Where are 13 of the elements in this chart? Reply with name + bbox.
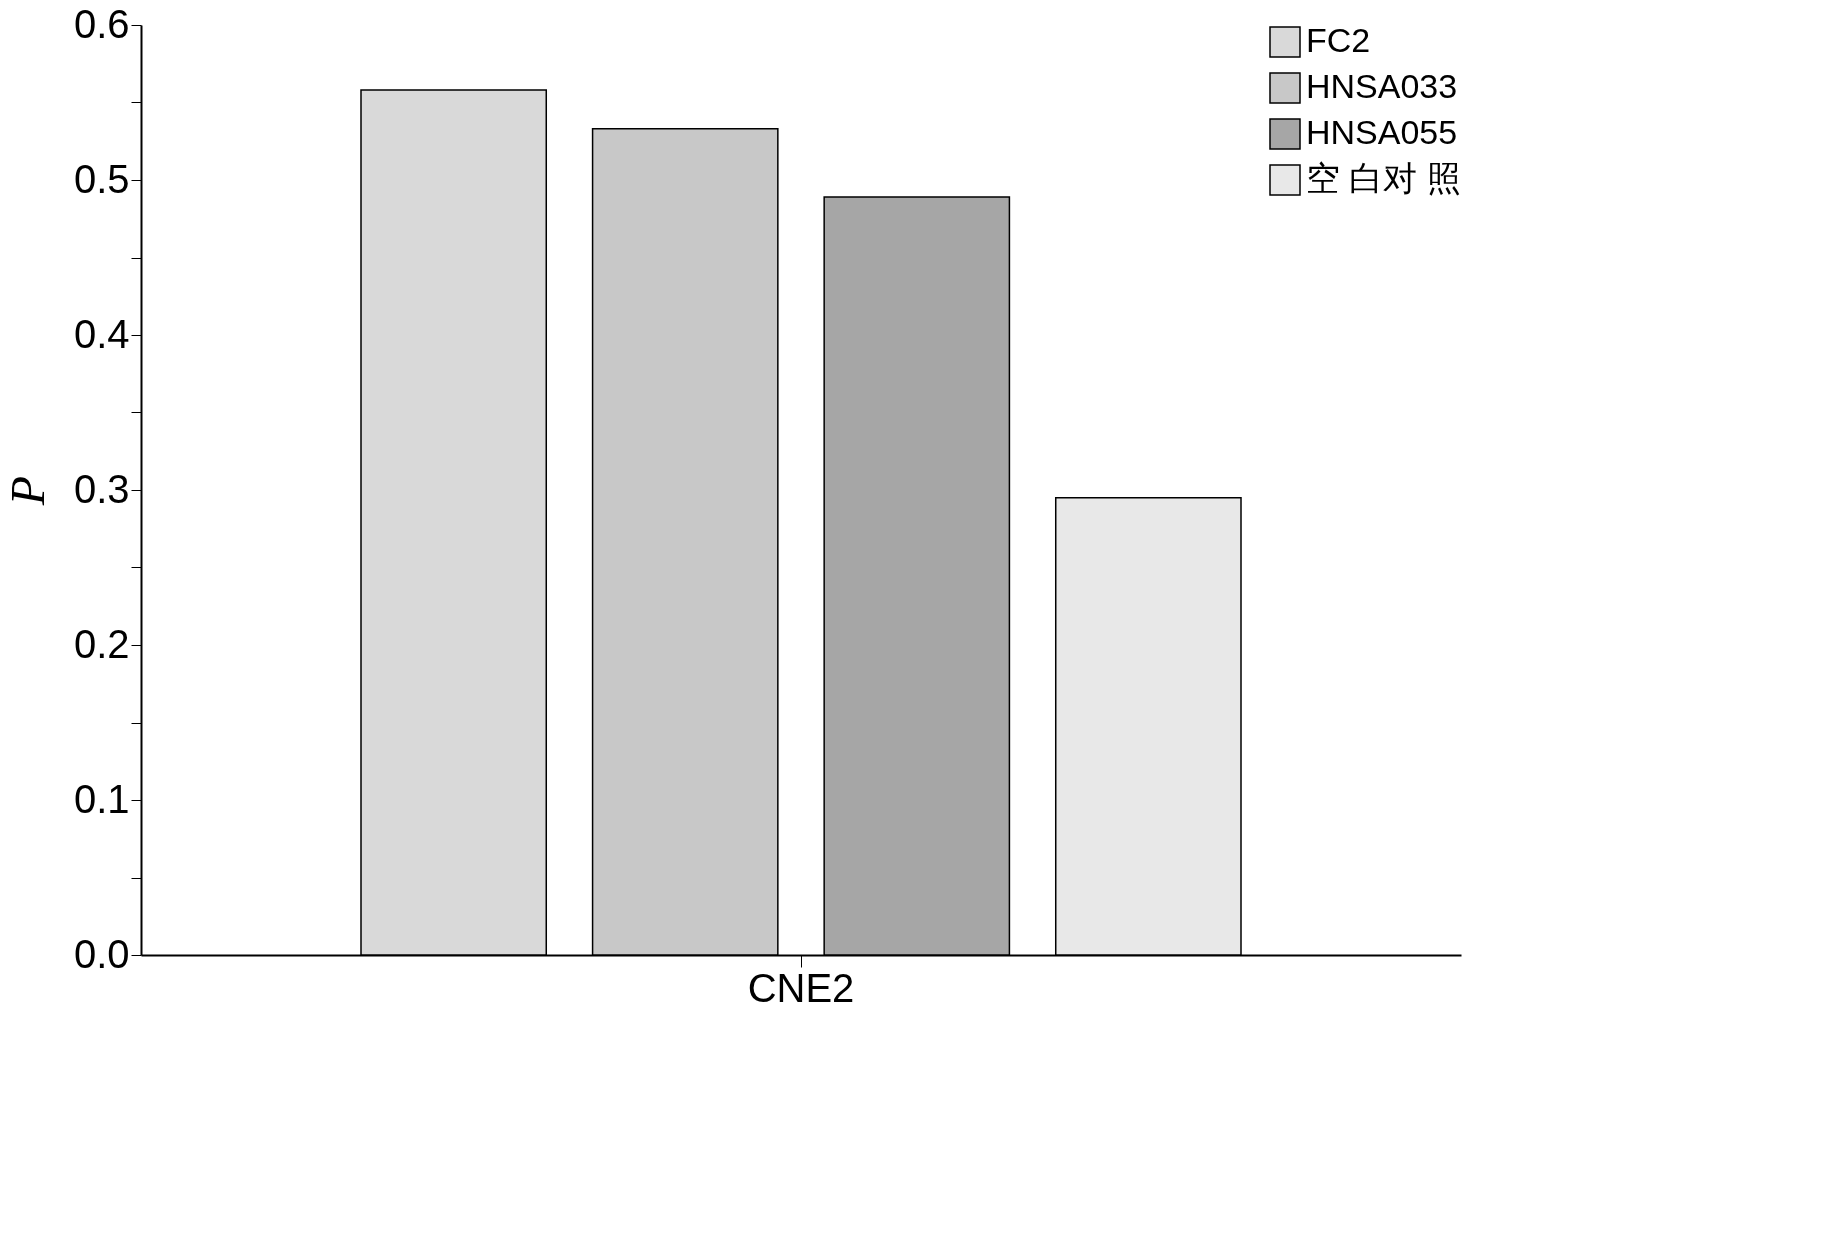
y-tick-label: 0.0 <box>73 931 130 976</box>
y-tick-label: 0.5 <box>73 156 130 201</box>
legend-label: HNSA033 <box>1306 67 1458 105</box>
y-tick-label: 0.2 <box>73 621 130 666</box>
x-tick-label: CNE2 <box>747 965 855 1010</box>
y-tick-label: 0.3 <box>73 466 130 511</box>
y-tick-label: 0.6 <box>73 1 130 46</box>
y-tick-label: 0.4 <box>73 311 130 356</box>
legend-label: 空 白对 照 <box>1306 159 1461 197</box>
y-tick-label: 0.1 <box>73 776 130 821</box>
y-axis-title: P <box>0 475 54 507</box>
legend-label: FC2 <box>1306 21 1371 59</box>
legend-label: HNSA055 <box>1306 113 1458 151</box>
